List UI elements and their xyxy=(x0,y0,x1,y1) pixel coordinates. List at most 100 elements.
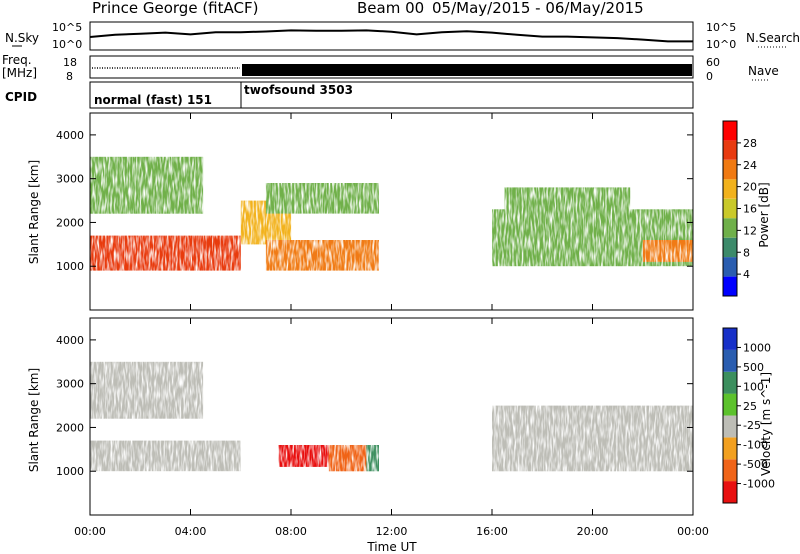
plot-title-site: Prince George (fitACF) xyxy=(92,0,258,17)
colorbar-swatch xyxy=(723,218,737,238)
freq-panel: Freq. [MHz] 18 8 60 0 Nave xyxy=(2,53,779,83)
colorbar-swatch xyxy=(723,276,737,296)
plot-title-beam: Beam 00 xyxy=(357,0,424,17)
heatmap-region-2 xyxy=(90,361,204,419)
time-tick-label: 08:00 xyxy=(275,525,307,538)
colorbar-frame xyxy=(722,327,738,504)
colorbar-tick-label: 100 xyxy=(743,380,764,393)
heatmap-region-8 xyxy=(642,240,694,262)
colorbar-swatch xyxy=(723,481,737,503)
time-tick-label: 12:00 xyxy=(376,525,408,538)
power-ylabel: Slant Range [km] xyxy=(27,160,41,264)
freq-ytick-low: 8 xyxy=(66,70,73,83)
velocity-heatmap xyxy=(90,361,693,472)
cpid-label: CPID xyxy=(5,90,37,104)
colorbar-tick-label: 16 xyxy=(743,203,757,216)
noise-panel-frame xyxy=(89,21,694,51)
heatmap-region-3 xyxy=(278,445,329,467)
colorbar-swatch xyxy=(723,459,737,482)
power-colorbar: 28 24 20 16 12 8 4 xyxy=(722,120,757,297)
colorbar-tick-label: 1000 xyxy=(743,341,771,354)
heatmap-region-2 xyxy=(90,156,204,214)
colorbar-swatch xyxy=(723,371,737,394)
noise-right-tick-low: 10^0 xyxy=(706,38,736,51)
colorbar-swatch xyxy=(723,393,737,416)
heatmap-region-4 xyxy=(328,445,367,472)
colorbar-tick-label: 28 xyxy=(743,137,757,150)
cpid-panel-frame xyxy=(89,81,694,109)
colorbar-tick-label: 24 xyxy=(743,159,757,172)
nsky-series-line xyxy=(89,29,693,43)
range-tick-label: 1000 xyxy=(56,260,84,273)
colorbar-tick-label: 25 xyxy=(743,400,757,413)
heatmap-region-1 xyxy=(90,440,241,472)
noise-panel: N.Sky N.Search 10^5 10^0 10^5 10^0 xyxy=(5,21,800,51)
heatmap-region-4 xyxy=(265,240,379,271)
nave-right-label: Nave xyxy=(748,64,779,78)
cpid-mode2: twofsound 3503 xyxy=(244,83,353,97)
colorbar-tick-label: 500 xyxy=(743,361,764,374)
heatmap-region-6 xyxy=(492,405,693,472)
heatmap-region-5 xyxy=(265,183,379,214)
noise-right-tick-high: 10^5 xyxy=(706,21,736,34)
noise-right-label: N.Search xyxy=(746,31,800,45)
time-tick-label: 16:00 xyxy=(476,525,508,538)
noise-left-label: N.Sky xyxy=(5,31,39,45)
noise-ytick-low: 10^0 xyxy=(52,38,82,51)
cpid-panel: CPID normal (fast) 151 twofsound 3503 xyxy=(5,81,694,109)
range-tick-label: 3000 xyxy=(56,378,84,391)
colorbar-swatch xyxy=(723,179,737,199)
velocity-y-axis: 4000 3000 2000 1000 xyxy=(56,334,693,478)
colorbar-tick-label: 20 xyxy=(743,181,757,194)
freq-label-line2: [MHz] xyxy=(2,66,37,80)
power-y-axis: 4000 3000 2000 1000 xyxy=(56,129,693,273)
colorbar-swatch xyxy=(723,140,737,160)
freq-ytick-high: 18 xyxy=(63,56,77,69)
colorbar-swatch xyxy=(723,328,737,350)
heatmap-region-1 xyxy=(90,235,241,271)
range-tick-label: 1000 xyxy=(56,465,84,478)
colorbar-swatch xyxy=(723,121,737,141)
velocity-colorbar-label: Velocity [m s^-1] xyxy=(759,372,773,476)
colorbar-swatch xyxy=(723,415,737,438)
colorbar-tick-label: -500 xyxy=(743,458,768,471)
colorbar-swatch xyxy=(723,349,737,372)
velocity-panel: 4000 3000 2000 1000 Slant Range [km] 1000 50… xyxy=(27,317,775,516)
colorbar-swatch xyxy=(723,198,737,219)
colorbar-swatch xyxy=(723,237,737,258)
range-tick-label: 4000 xyxy=(56,334,84,347)
heatmap-region-5 xyxy=(366,445,379,472)
power-panel: 4000 3000 2000 1000 Slant Range [km] 28 24 20… xyxy=(27,112,771,311)
range-tick-label: 2000 xyxy=(56,421,84,434)
x-axis-label: Time UT xyxy=(366,540,417,554)
range-tick-label: 4000 xyxy=(56,129,84,142)
time-tick-label: 20:00 xyxy=(577,525,609,538)
colorbar-tick-label: 8 xyxy=(743,246,750,259)
range-tick-label: 3000 xyxy=(56,173,84,186)
time-tick-label: 00:00 xyxy=(677,525,709,538)
colorbar-tick-label: 4 xyxy=(743,268,750,281)
heatmap-region-7 xyxy=(504,187,631,214)
time-tick-label: 00:00 xyxy=(74,525,106,538)
power-heatmap xyxy=(90,156,694,271)
freq-panel-frame xyxy=(89,55,694,79)
cpid-mode1: normal (fast) 151 xyxy=(94,93,212,107)
time-axis: 00:00 04:00 08:00 12:00 16:00 20:00 00:00 xyxy=(74,113,709,538)
colorbar-tick-label: -100 xyxy=(743,439,768,452)
colorbar-tick-label: 12 xyxy=(743,224,757,237)
velocity-colorbar: 1000 500 100 25 -25 -100 -500 -1000 xyxy=(722,327,775,504)
nave-right-tick-low: 0 xyxy=(706,70,713,83)
colorbar-swatch xyxy=(723,159,737,180)
range-tick-label: 2000 xyxy=(56,216,84,229)
freq-label-line1: Freq. xyxy=(2,53,32,67)
colorbar-tick-label: -1000 xyxy=(743,478,775,491)
colorbar-swatch xyxy=(723,257,737,277)
time-tick-label: 04:00 xyxy=(175,525,207,538)
velocity-ylabel: Slant Range [km] xyxy=(27,368,41,472)
noise-ytick-high: 10^5 xyxy=(52,21,82,34)
plot-title-dates: 05/May/2015 - 06/May/2015 xyxy=(432,0,644,17)
nave-right-tick-high: 60 xyxy=(706,56,720,69)
colorbar-swatch xyxy=(723,437,737,460)
freq-solid-segment xyxy=(242,64,692,76)
